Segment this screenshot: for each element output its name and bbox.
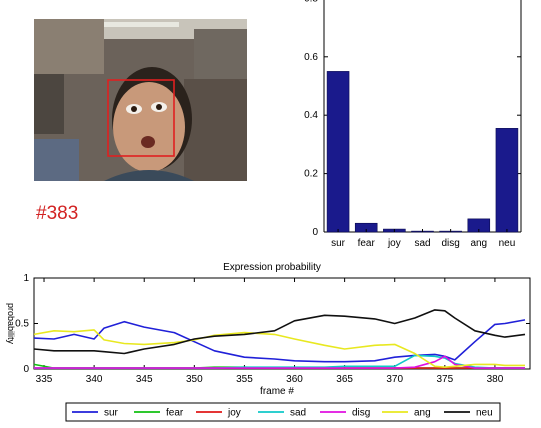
bar-x-tick-label: ang [470, 238, 487, 249]
bar-x-tick-label: sad [414, 238, 430, 249]
line-y-axis-label: probability [6, 303, 16, 345]
bar-x-tick-label: neu [499, 238, 516, 249]
line-legend-box [65, 402, 501, 422]
bar-x-tick-label: fear [358, 238, 376, 249]
legend-label-ang: ang [414, 408, 431, 419]
frame-number-label: #383 [36, 203, 79, 224]
webcam-image [34, 19, 247, 181]
line-x-tick-label: 370 [386, 374, 403, 385]
bar-joy [383, 228, 406, 233]
bar-neu [495, 128, 519, 233]
line-plot-frame [33, 277, 531, 370]
line-x-tick-label: 335 [36, 374, 53, 385]
legend-label-sur: sur [104, 408, 119, 419]
line-x-tick-label: 340 [86, 374, 103, 385]
bar-y-tick-label: 0.8 [304, 0, 318, 4]
legend-label-joy: joy [227, 408, 241, 419]
line-x-tick-label: 375 [436, 374, 453, 385]
line-y-tick-label: 1 [23, 273, 29, 284]
line-series-fear [33, 363, 525, 369]
legend-label-fear: fear [166, 408, 184, 419]
bar-y-tick-label: 0 [312, 227, 318, 238]
line-y-tick-label: 0.5 [15, 319, 29, 330]
bar-ang [467, 218, 491, 233]
bar-sad [411, 230, 434, 233]
bar-x-tick-label: disg [441, 238, 459, 249]
bar-sur [326, 71, 350, 233]
bar-fear [354, 222, 378, 233]
line-x-tick-label: 365 [336, 374, 353, 385]
line-x-tick-label: 350 [186, 374, 203, 385]
legend-label-sad: sad [290, 408, 306, 419]
line-x-tick-label: 355 [236, 374, 253, 385]
line-series-sur [33, 319, 526, 363]
bar-y-tick-label: 0.4 [304, 110, 318, 121]
bar-y-tick-label: 0.2 [304, 169, 318, 180]
line-x-tick-label: 345 [136, 374, 153, 385]
legend-label-neu: neu [476, 408, 493, 419]
bar-disg [439, 230, 462, 233]
line-series-sad [34, 354, 525, 369]
line-chart-title: Expression probability [223, 262, 321, 273]
bar-x-tick-label: sur [331, 238, 346, 249]
bar-x-tick-label: joy [387, 238, 401, 249]
line-y-tick-label: 0 [23, 364, 29, 375]
line-x-tick-label: 380 [487, 374, 504, 385]
line-series-ang [33, 329, 525, 369]
legend-label-disg: disg [352, 408, 370, 419]
line-series-disg [34, 355, 525, 369]
line-x-axis-label: frame # [260, 386, 294, 397]
webcam-frame [34, 19, 247, 181]
line-x-tick-label: 360 [286, 374, 303, 385]
bar-y-tick-label: 0.6 [304, 52, 318, 63]
line-series-neu [33, 309, 526, 355]
